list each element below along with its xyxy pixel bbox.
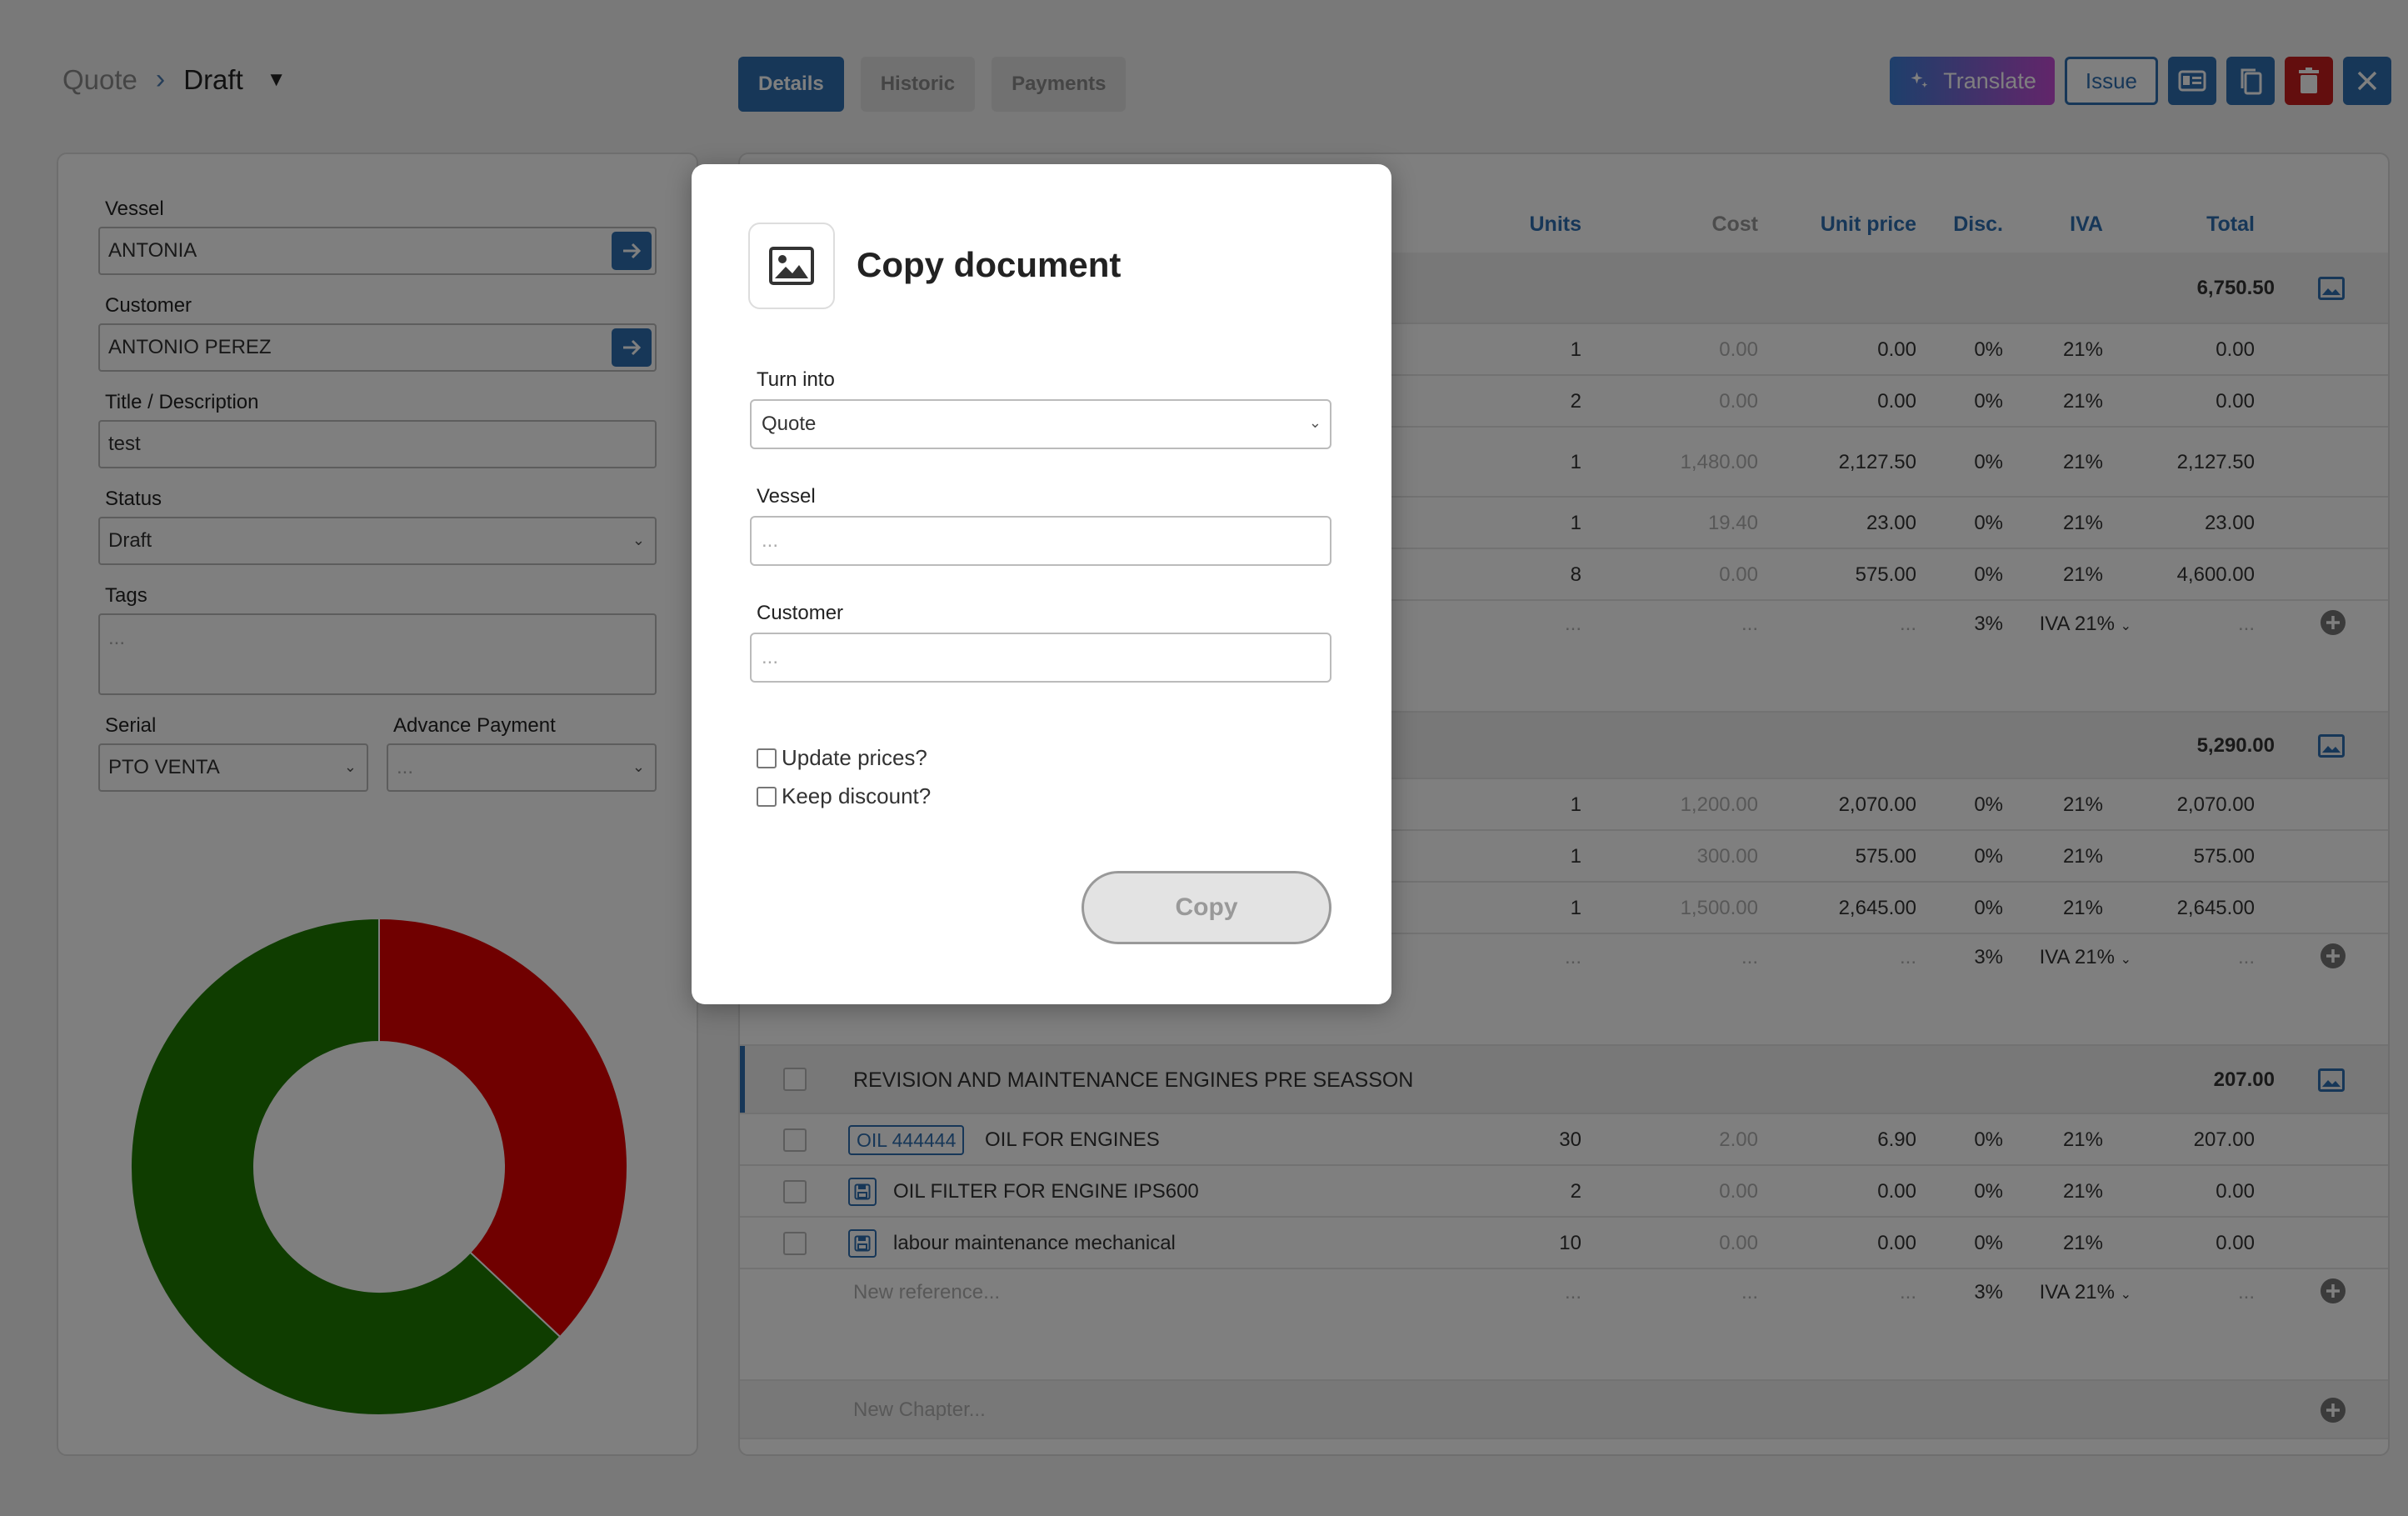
customer-label: Customer — [757, 602, 844, 624]
picture-icon — [769, 247, 814, 285]
keep-discount-checkbox[interactable]: Keep discount? — [757, 783, 931, 809]
checkbox-box[interactable] — [757, 786, 777, 807]
copy-button[interactable]: Copy — [1082, 871, 1331, 944]
turn-into-label: Turn into — [757, 368, 835, 391]
keep-discount-label: Keep discount? — [782, 783, 932, 808]
update-prices-checkbox[interactable]: Update prices? — [757, 745, 927, 771]
dialog-title: Copy document — [857, 245, 1122, 284]
image-icon — [748, 223, 835, 309]
vessel-placeholder: ... — [762, 529, 779, 552]
copy-document-dialog: Copy document Turn into Quote ⌄ Vessel .… — [692, 164, 1391, 1004]
customer-placeholder: ... — [762, 646, 779, 668]
vessel-input[interactable]: ... — [750, 516, 1331, 566]
turn-into-select[interactable]: Quote ⌄ — [750, 399, 1331, 449]
checkbox-box[interactable] — [757, 748, 777, 768]
chevron-down-icon: ⌄ — [1308, 414, 1321, 431]
customer-input[interactable]: ... — [750, 633, 1331, 683]
update-prices-label: Update prices? — [782, 745, 927, 770]
turn-into-value: Quote — [762, 413, 817, 435]
vessel-label: Vessel — [757, 485, 816, 508]
